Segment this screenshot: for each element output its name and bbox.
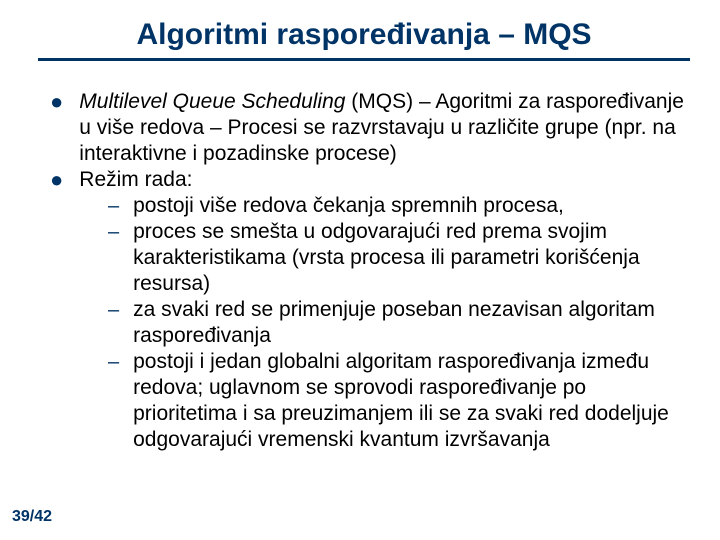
bullet-level1: ● Režim rada: bbox=[50, 167, 686, 193]
bullet-text: za svaki red se primenjuje poseban nezav… bbox=[133, 297, 686, 349]
bullet-text: Multilevel Queue Scheduling (MQS) – Agor… bbox=[79, 89, 686, 167]
slide-content: ● Multilevel Queue Scheduling (MQS) – Ag… bbox=[38, 89, 690, 453]
page-number: 39/42 bbox=[12, 508, 52, 526]
bullet-dot-icon: ● bbox=[50, 167, 63, 193]
bullet-dash-icon: – bbox=[108, 297, 119, 323]
bullet-level2: – za svaki red se primenjuje poseban nez… bbox=[50, 297, 686, 349]
bullet-text: postoji više redova čekanja spremnih pro… bbox=[133, 193, 564, 219]
bullet-italic-lead: Multilevel Queue Scheduling bbox=[79, 90, 345, 113]
slide: Algoritmi raspoređivanja – MQS ● Multile… bbox=[0, 0, 720, 540]
bullet-text: postoji i jedan globalni algoritam raspo… bbox=[133, 349, 686, 453]
bullet-text: Režim rada: bbox=[79, 167, 192, 193]
title-rule bbox=[38, 58, 690, 61]
bullet-dot-icon: ● bbox=[50, 89, 63, 115]
bullet-level1: ● Multilevel Queue Scheduling (MQS) – Ag… bbox=[50, 89, 686, 167]
bullet-dash-icon: – bbox=[108, 219, 119, 245]
bullet-level2: – postoji više redova čekanja spremnih p… bbox=[50, 193, 686, 219]
bullet-dash-icon: – bbox=[108, 193, 119, 219]
bullet-level2: – postoji i jedan globalni algoritam ras… bbox=[50, 349, 686, 453]
bullet-dash-icon: – bbox=[108, 349, 119, 375]
bullet-text: proces se smešta u odgovarajući red prem… bbox=[133, 219, 686, 297]
bullet-level2: – proces se smešta u odgovarajući red pr… bbox=[50, 219, 686, 297]
slide-title: Algoritmi raspoređivanja – MQS bbox=[38, 18, 690, 52]
